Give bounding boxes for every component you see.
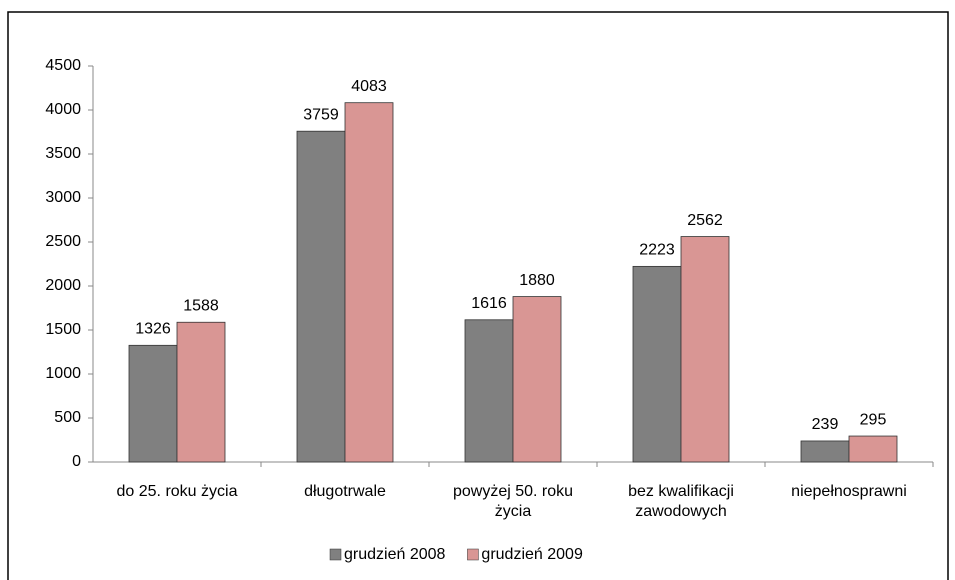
bar	[848, 435, 898, 463]
bar	[680, 236, 730, 463]
value-label: 295	[860, 411, 887, 428]
legend-swatch	[467, 548, 479, 561]
y-tick-label: 2500	[45, 233, 81, 250]
legend-label: grudzień 2009	[481, 546, 583, 563]
y-tick-label: 4500	[45, 57, 81, 74]
value-label: 4083	[351, 78, 387, 95]
y-tick-label: 1000	[45, 365, 81, 382]
x-tick-label: niepełnosprawni	[791, 483, 907, 500]
y-tick-label: 3500	[45, 145, 81, 162]
value-label: 1880	[519, 272, 555, 289]
x-tick-label: długotrwale	[304, 483, 386, 500]
x-tick-label: bez kwalifikacji zawodowych	[628, 483, 734, 520]
bar	[296, 130, 346, 463]
y-tick-label: 3000	[45, 189, 81, 206]
value-label: 1588	[183, 297, 219, 314]
legend-label: grudzień 2008	[344, 546, 446, 563]
value-label: 1326	[135, 321, 171, 338]
x-tick-label: do 25. roku życia	[116, 483, 238, 500]
bar	[464, 319, 514, 463]
bar	[512, 296, 562, 463]
bar	[632, 265, 682, 463]
bar	[800, 440, 850, 463]
chart-border	[7, 11, 949, 580]
value-label: 239	[812, 416, 839, 433]
value-label: 2223	[639, 242, 675, 259]
y-tick-label: 1500	[45, 321, 81, 338]
value-label: 2562	[687, 212, 723, 229]
x-tick-label: powyżej 50. roku życia	[452, 483, 574, 520]
bar	[344, 102, 394, 463]
value-label: 3759	[303, 106, 339, 123]
bar	[128, 344, 178, 463]
value-label: 1616	[471, 295, 507, 312]
y-tick-label: 4000	[45, 101, 81, 118]
y-tick-label: 2000	[45, 277, 81, 294]
y-tick-label: 500	[54, 409, 81, 426]
bar	[176, 321, 226, 463]
legend-swatch	[329, 548, 342, 561]
y-tick-label: 0	[72, 453, 81, 470]
